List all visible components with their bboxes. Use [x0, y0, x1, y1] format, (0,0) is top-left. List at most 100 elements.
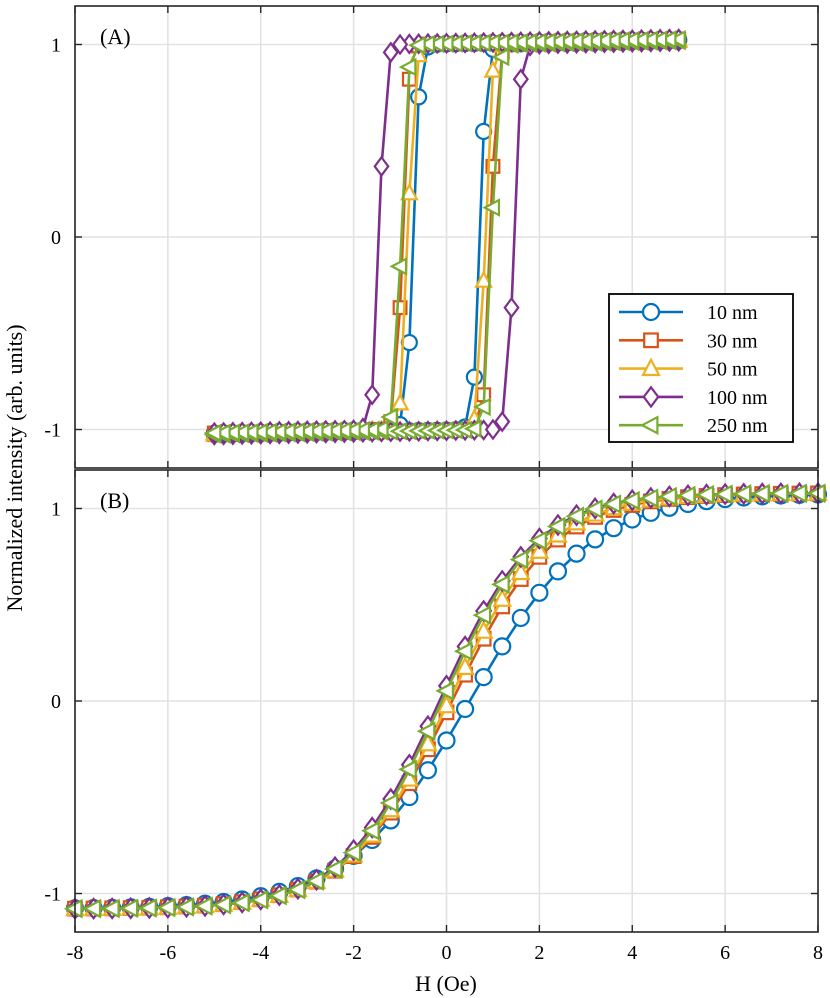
marker-a-4 — [510, 32, 528, 52]
marker-a-4 — [593, 31, 612, 51]
marker-a-4 — [212, 423, 231, 443]
marker-a-4 — [519, 32, 538, 52]
marker-b-4 — [639, 488, 659, 509]
marker-a-4 — [649, 30, 668, 49]
marker-a-4 — [528, 32, 547, 52]
marker-a-4 — [547, 32, 566, 51]
marker-b-4 — [528, 530, 547, 551]
marker-b-4 — [156, 897, 176, 918]
legend: 10 nm 30 nm 50 nm 100 nm 250 nm — [608, 293, 794, 443]
marker-a-3 — [503, 296, 520, 319]
marker-b-4 — [658, 486, 677, 507]
marker-a-4 — [296, 421, 315, 441]
legend-label: 100 nm — [707, 387, 768, 409]
marker-b-4 — [342, 842, 362, 863]
legend-marker — [643, 332, 659, 349]
legend-label: 10 nm — [707, 302, 758, 324]
marker-a-4 — [352, 420, 371, 440]
x-tick-label: 4 — [627, 942, 637, 964]
marker-a-3 — [484, 418, 502, 441]
marker-b-0 — [455, 699, 475, 719]
panel-a-series — [203, 28, 689, 446]
marker-a-4 — [612, 31, 631, 50]
marker-a-4 — [268, 422, 287, 442]
marker-a-4 — [565, 31, 584, 51]
marker-b-4 — [583, 499, 603, 519]
y-axis-label: Normalized intensity (arb. units) — [2, 324, 27, 611]
marker-a-4 — [417, 34, 436, 54]
legend-marker — [642, 385, 660, 409]
marker-a-4 — [482, 33, 501, 53]
marker-a-3 — [382, 41, 399, 64]
marker-b-4 — [63, 898, 83, 919]
panel-b-x-ticks: -8 -6 -4 -2 0 2 4 6 8 — [67, 470, 823, 964]
marker-b-4 — [565, 506, 585, 527]
marker-b-0 — [567, 544, 586, 563]
marker-a-2 — [390, 392, 410, 411]
marker-b-0 — [474, 668, 493, 687]
marker-a-2 — [474, 270, 493, 288]
panel-b-series — [63, 481, 828, 921]
marker-a-3 — [364, 383, 381, 406]
marker-b-4 — [472, 605, 492, 625]
y-tick-label: 1 — [51, 499, 61, 521]
panel-a-x-ticks — [74, 6, 819, 468]
marker-a-4 — [240, 422, 259, 442]
panel-b: -1 0 1 -8 -6 -4 -2 0 2 4 6 8 (B) — [44, 469, 828, 964]
marker-b-4 — [621, 490, 640, 511]
marker-a-3 — [373, 155, 390, 178]
x-tick-label: -8 — [67, 942, 84, 964]
series-b-250nm — [63, 483, 826, 919]
panel-a: -1 0 1 (A) 10 nm 30 nm 50 nm 100 nm 250 nm — [44, 5, 819, 469]
marker-a-4 — [640, 30, 658, 50]
marker-b-4 — [82, 898, 102, 919]
x-tick-label: 6 — [720, 942, 730, 964]
legend-entry-2: 50 nm — [619, 357, 758, 381]
legend-entry-0: 10 nm — [619, 302, 758, 324]
marker-b-2 — [455, 656, 475, 675]
marker-b-0 — [437, 731, 456, 750]
marker-a-4 — [398, 57, 417, 77]
marker-a-2 — [400, 182, 419, 201]
marker-a-4 — [287, 422, 305, 441]
marker-b-4 — [732, 484, 752, 504]
marker-b-0 — [623, 510, 642, 529]
marker-a-4 — [603, 31, 621, 50]
panel-b-label: (B) — [100, 488, 129, 513]
marker-b-4 — [398, 759, 417, 780]
marker-b-4 — [769, 483, 789, 504]
marker-b-4 — [416, 721, 436, 742]
marker-a-4 — [231, 423, 250, 442]
marker-a-4 — [203, 423, 222, 443]
marker-b-2 — [529, 540, 550, 559]
marker-a-4 — [500, 33, 519, 52]
marker-a-2 — [483, 59, 503, 78]
marker-b-0 — [511, 608, 530, 628]
marker-b-4 — [361, 820, 380, 841]
x-tick-label: -4 — [252, 942, 269, 964]
marker-a-4 — [361, 420, 380, 440]
marker-a-4 — [435, 34, 454, 53]
marker-a-4 — [305, 421, 324, 441]
marker-a-4 — [250, 422, 268, 442]
marker-b-0 — [418, 761, 438, 780]
legend-marker — [639, 415, 659, 436]
marker-b-0 — [530, 583, 549, 602]
marker-a-4 — [380, 407, 398, 427]
marker-a-4 — [538, 32, 556, 52]
marker-b-4 — [268, 885, 287, 906]
marker-b-4 — [546, 516, 566, 537]
x-tick-label: -6 — [160, 942, 177, 964]
marker-b-4 — [138, 898, 157, 918]
series-a-250nm — [203, 29, 686, 445]
marker-b-2 — [436, 694, 457, 714]
marker-b-0 — [604, 519, 623, 538]
marker-a-4 — [278, 422, 296, 441]
marker-a-4 — [426, 34, 445, 54]
legend-marker — [641, 357, 661, 377]
marker-a-4 — [315, 421, 333, 441]
marker-a-4 — [491, 33, 510, 52]
marker-b-4 — [286, 879, 306, 900]
marker-b-4 — [212, 894, 232, 915]
